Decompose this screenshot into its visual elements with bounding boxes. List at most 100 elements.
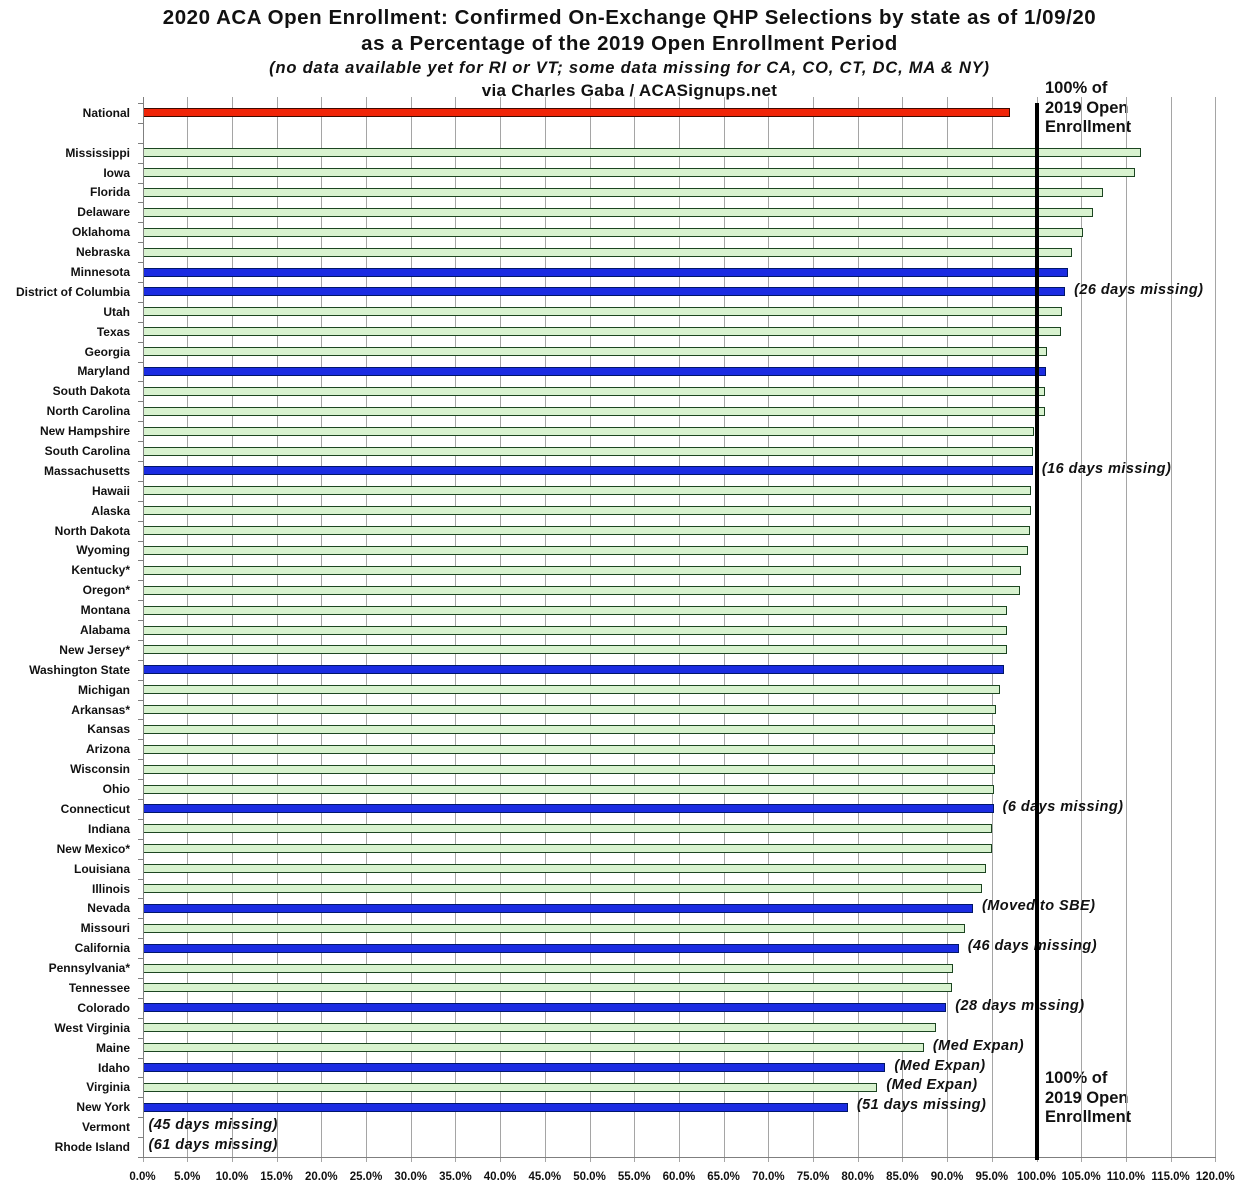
row-label-kansas: Kansas (87, 722, 130, 737)
bar-alabama (142, 625, 1007, 635)
row-label-mississippi: Mississippi (65, 145, 130, 160)
bar-louisiana (142, 864, 987, 874)
y-axis-tick-25 (138, 600, 143, 602)
x-axis-label-15pct: 15.0% (260, 1171, 293, 1183)
row-label-minnesota: Minnesota (70, 265, 130, 280)
bar-oregon (142, 585, 1020, 595)
bar-connecticut (142, 804, 994, 814)
bar-ohio (142, 784, 994, 794)
bar-virginia (142, 1082, 878, 1092)
row-label-tennessee: Tennessee (68, 980, 130, 995)
y-axis-tick-51 (138, 1117, 143, 1119)
bar-georgia (142, 347, 1048, 357)
bar-wyoming (142, 545, 1028, 555)
bar-washington-state (142, 665, 1005, 675)
row-label-massachusetts: Massachusetts (43, 463, 130, 478)
annotation-california: (46 days missing) (967, 938, 1098, 955)
row-label-indiana: Indiana (87, 821, 130, 836)
bar-texas (142, 327, 1061, 337)
y-axis-tick-22 (138, 540, 143, 542)
row-label-idaho: Idaho (98, 1060, 130, 1075)
bar-montana (142, 605, 1007, 615)
y-axis-tick-41 (138, 918, 143, 920)
y-axis-tick-27 (138, 639, 143, 641)
x-axis-label-105pct: 105.0% (1061, 1171, 1101, 1183)
bar-wisconsin (142, 764, 995, 774)
reference-line-label-top-line3: Enrollment (1045, 118, 1132, 136)
y-axis-tick-23 (138, 560, 143, 562)
chart-title-line2: as a Percentage of the 2019 Open Enrollm… (361, 32, 898, 55)
chart-source-credit: via Charles Gaba / ACASignups.net (481, 81, 778, 100)
x-axis-label-10pct: 10.0% (215, 1171, 249, 1183)
y-axis-tick-4 (138, 182, 143, 184)
x-axis-label-30pct: 30.0% (394, 1171, 427, 1183)
bar-kentucky (142, 565, 1022, 575)
x-axis-label-20pct: 20.0% (304, 1171, 338, 1183)
row-label-new-mexico: New Mexico* (56, 841, 130, 856)
row-label-maine: Maine (95, 1040, 130, 1055)
bar-nevada (142, 903, 973, 913)
x-axis-label-45pct: 45.0% (528, 1171, 562, 1183)
bar-colorado (142, 1003, 947, 1013)
x-axis-label-110pct: 110.0% (1106, 1171, 1146, 1183)
row-label-wyoming: Wyoming (76, 543, 130, 558)
y-axis-tick-10 (138, 301, 143, 303)
y-axis-tick-20 (138, 500, 143, 502)
y-axis-tick-8 (138, 262, 143, 264)
row-label-alabama: Alabama (79, 623, 130, 637)
gridline-120pct (1215, 97, 1217, 1162)
x-axis-label-55pct: 55.0% (617, 1171, 651, 1183)
bar-idaho (142, 1063, 886, 1072)
y-axis-tick-46 (138, 1017, 143, 1019)
x-axis-label-70pct: 70.0% (751, 1171, 785, 1183)
row-label-alaska: Alaska (91, 503, 130, 518)
row-label-west-virginia: West Virginia (54, 1020, 130, 1035)
gridline-115pct (1170, 97, 1172, 1162)
bar-minnesota (142, 267, 1068, 277)
y-axis-tick-37 (138, 838, 143, 840)
row-label-rhode-island: Rhode Island (54, 1140, 130, 1155)
reference-line-label-bottom-line1: 100% of (1045, 1069, 1108, 1087)
y-axis-tick-7 (138, 242, 143, 244)
bar-arkansas (142, 705, 997, 715)
y-axis-tick-9 (138, 281, 143, 283)
x-axis-line (142, 1157, 1216, 1158)
bar-north-carolina (142, 406, 1045, 416)
reference-line-100pct (1034, 103, 1039, 1160)
y-axis-tick-49 (138, 1077, 143, 1079)
row-label-colorado: Colorado (77, 1000, 130, 1015)
annotation-vermont: (45 days missing) (148, 1117, 278, 1134)
y-axis-tick-0 (138, 103, 143, 104)
bar-florida (142, 187, 1103, 197)
row-label-connecticut: Connecticut (60, 801, 130, 816)
bar-new-hampshire (142, 426, 1034, 436)
bar-california (142, 943, 959, 953)
x-axis-label-35pct: 35.0% (439, 1171, 472, 1183)
bar-utah (142, 307, 1063, 317)
bar-arizona (142, 744, 996, 754)
y-axis-tick-39 (138, 878, 143, 880)
row-label-missouri: Missouri (80, 921, 130, 936)
y-axis-tick-13 (138, 361, 143, 363)
x-axis-label-5pct: 5.0% (174, 1171, 201, 1183)
y-axis-tick-30 (138, 699, 143, 701)
row-label-new-jersey: New Jersey* (59, 642, 130, 657)
x-axis-label-85pct: 85.0% (886, 1171, 919, 1183)
y-axis-tick-24 (138, 580, 143, 582)
y-axis-tick-11 (138, 321, 143, 323)
y-axis-tick-19 (138, 480, 143, 482)
bar-iowa (142, 168, 1135, 178)
row-label-california: California (74, 941, 130, 956)
row-label-utah: Utah (103, 304, 130, 319)
y-axis-tick-26 (138, 620, 143, 622)
bar-new-mexico (142, 844, 992, 854)
y-axis-tick-16 (138, 421, 143, 423)
row-label-iowa: Iowa (103, 165, 130, 180)
row-label-nebraska: Nebraska (75, 245, 130, 260)
row-label-illinois: Illinois (91, 881, 130, 896)
annotation-idaho: (Med Expan) (894, 1057, 986, 1074)
x-axis-label-95pct: 95.0% (975, 1171, 1009, 1183)
x-axis-label-60pct: 60.0% (662, 1171, 696, 1183)
x-axis-label-75pct: 75.0% (796, 1171, 830, 1183)
